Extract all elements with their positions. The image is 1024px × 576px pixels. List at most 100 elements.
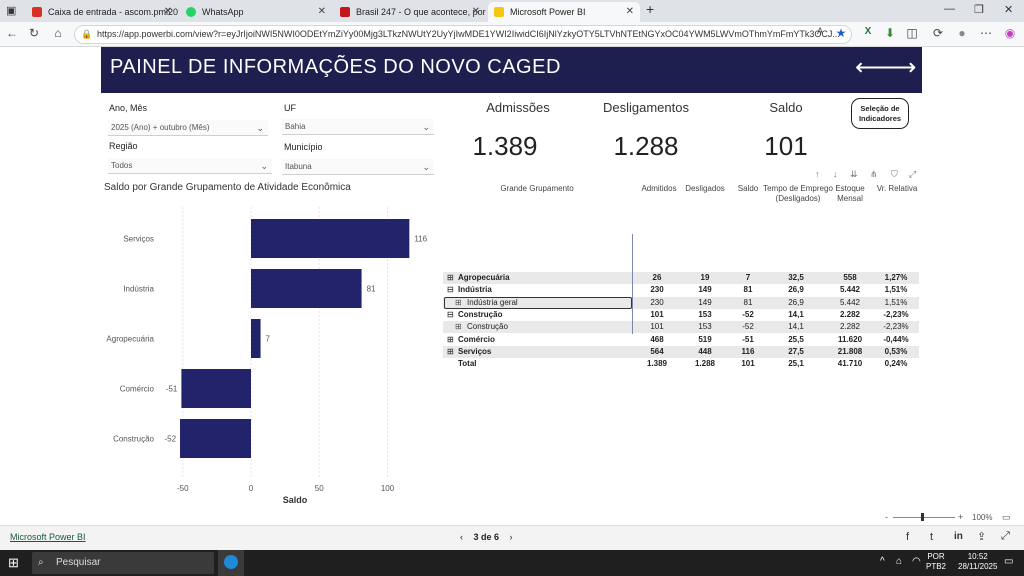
- column-header[interactable]: Grande Grupamento: [500, 184, 574, 193]
- data-label: 81: [367, 285, 376, 294]
- arrow-left-icon[interactable]: ⟵: [855, 54, 890, 81]
- close-icon[interactable]: ✕: [625, 6, 634, 17]
- category-label: Agropecuária: [106, 335, 154, 344]
- collapse-icon[interactable]: ⊟: [447, 285, 454, 295]
- minimize-icon[interactable]: —: [944, 3, 955, 15]
- tab-gmail[interactable]: Caixa de entrada - ascom.pmi202 ✕: [26, 2, 178, 22]
- read-aloud-icon[interactable]: A: [816, 26, 823, 36]
- table-row[interactable]: ⊟ Construção 101 153 -52 14,1 2.282 -2,23%: [443, 309, 919, 321]
- row-label: Indústria geral: [467, 297, 518, 307]
- data-label: -51: [166, 385, 178, 394]
- extensions-icon[interactable]: ◫: [906, 26, 918, 40]
- excel-extension-icon[interactable]: X: [864, 26, 872, 37]
- table-cell: 230: [650, 285, 664, 295]
- table-row[interactable]: ⊞ Comércio 468 519 -51 25,5 11.620 -0,44%: [443, 334, 919, 346]
- network-icon[interactable]: ⌂: [896, 556, 903, 567]
- zoom-slider[interactable]: [893, 517, 955, 518]
- close-icon[interactable]: ✕: [471, 6, 480, 17]
- new-tab-button[interactable]: +: [646, 1, 655, 17]
- restore-icon[interactable]: ❐: [974, 4, 984, 16]
- sort-up-icon[interactable]: ↑: [815, 169, 820, 179]
- powerbi-link[interactable]: Microsoft Power BI: [10, 532, 86, 542]
- table-row[interactable]: ⊞ Agropecuária 26 19 7 32,5 558 1,27%: [443, 272, 919, 284]
- address-bar-row: ← ↻ ⌂ 🔒 https://app.powerbi.com/view?r=e…: [0, 22, 1024, 47]
- arrow-right-icon[interactable]: ⟶: [882, 54, 917, 81]
- twitter-icon[interactable]: t: [930, 531, 934, 543]
- tab-whatsapp[interactable]: WhatsApp ✕: [180, 2, 332, 22]
- hierarchy-icon[interactable]: ⋔: [870, 169, 878, 179]
- chart-title: Saldo por Grande Grupamento de Atividade…: [104, 182, 351, 193]
- language-indicator[interactable]: POR PTB2: [926, 552, 946, 572]
- kpi-desligamentos-value: 1.288: [613, 131, 679, 161]
- profile-avatar-icon[interactable]: ●: [958, 26, 966, 40]
- filter-ano-mes-dropdown[interactable]: 2025 (Ano) + outubro (Mês) ⌄: [108, 120, 268, 136]
- filter-regiao-dropdown[interactable]: Todos ⌄: [108, 158, 272, 174]
- zoom-level: 100%: [972, 513, 993, 522]
- zoom-out-icon[interactable]: -: [885, 512, 888, 522]
- expand-icon[interactable]: ⊞: [455, 322, 462, 332]
- focus-mode-icon[interactable]: ⤢: [909, 169, 917, 179]
- table-row[interactable]: ⊟ Indústria 230 149 81 26,9 5.442 1,51%: [443, 284, 919, 296]
- zoom-in-icon[interactable]: +: [958, 512, 964, 522]
- table-row[interactable]: ⊞ Construção 101 153 -52 14,1 2.282 -2,23%: [443, 321, 919, 334]
- expand-icon[interactable]: ⊞: [447, 273, 454, 282]
- column-header[interactable]: Admitidos: [641, 184, 677, 193]
- close-icon[interactable]: ✕: [163, 6, 172, 17]
- column-header[interactable]: Vr. Relativa: [876, 184, 918, 193]
- bar[interactable]: [181, 369, 251, 408]
- fullscreen-icon[interactable]: ⤢: [1001, 530, 1010, 542]
- table-row[interactable]: ⊞ Indústria geral 230 149 81 26,9 5.442 1,51%: [443, 296, 919, 309]
- taskbar-search[interactable]: ⌕ Pesquisar: [32, 552, 214, 574]
- tab-powerbi[interactable]: Microsoft Power BI ✕: [488, 2, 640, 22]
- bar[interactable]: [180, 419, 251, 458]
- column-header[interactable]: Tempo de Emprego (Desligados): [763, 184, 833, 203]
- filter-municipio-dropdown[interactable]: Itabuna ⌄: [282, 159, 434, 175]
- copilot-icon[interactable]: ◉: [1004, 26, 1016, 40]
- back-icon[interactable]: ←: [6, 26, 18, 40]
- table-cell: 149: [698, 285, 712, 295]
- filter-icon[interactable]: ⛉: [891, 169, 898, 179]
- expand-icon[interactable]: ⊞: [447, 334, 454, 344]
- bar[interactable]: [251, 269, 362, 308]
- saldo-bar-chart: -50 0 50 100 Serviços 116 Indústria 81 Agropecuá…: [106, 207, 428, 505]
- collections-icon[interactable]: ⟳: [932, 26, 944, 40]
- table-row[interactable]: ⊞ Serviços 564 448 116 27,5 21.808 0,53%: [443, 345, 919, 358]
- favorite-star-icon[interactable]: ★: [835, 26, 847, 40]
- facebook-icon[interactable]: f: [906, 531, 910, 543]
- url-text: https://app.powerbi.com/view?r=eyJrIjoiN…: [97, 29, 840, 39]
- tab-actions-icon[interactable]: ▣: [6, 5, 17, 17]
- column-header[interactable]: Desligados: [685, 184, 725, 193]
- sort-down-icon[interactable]: ↓: [833, 169, 838, 179]
- zoom-slider-handle[interactable]: [921, 513, 924, 521]
- expand-icon[interactable]: ⊞: [455, 297, 462, 307]
- clock[interactable]: 10:52 28/11/2025: [958, 552, 997, 572]
- fit-page-icon[interactable]: ▭: [1002, 512, 1011, 522]
- bar[interactable]: [251, 219, 410, 258]
- windows-start-icon[interactable]: ⊞: [8, 555, 19, 570]
- notification-icon[interactable]: ▭: [1004, 556, 1014, 567]
- linkedin-icon[interactable]: in: [954, 531, 963, 542]
- prev-page-icon[interactable]: ‹: [460, 532, 463, 542]
- share-icon[interactable]: ⇪: [977, 531, 987, 543]
- url-input[interactable]: 🔒 https://app.powerbi.com/view?r=eyJrIjo…: [74, 25, 852, 44]
- column-header[interactable]: Saldo: [737, 184, 759, 193]
- bar[interactable]: [251, 319, 261, 358]
- selecao-indicadores-button[interactable]: Seleção de Indicadores: [851, 98, 909, 129]
- more-menu-icon[interactable]: ⋯: [980, 26, 992, 40]
- tab-label: Caixa de entrada - ascom.pmi202: [48, 7, 178, 17]
- collapse-icon[interactable]: ⊟: [447, 309, 454, 319]
- close-icon[interactable]: ✕: [317, 6, 326, 17]
- wifi-icon[interactable]: ◠: [912, 556, 921, 567]
- tray-chevron-icon[interactable]: ^: [880, 556, 885, 567]
- download-extension-icon[interactable]: ⬇: [884, 26, 896, 40]
- close-window-icon[interactable]: ✕: [1004, 4, 1014, 16]
- filter-uf-dropdown[interactable]: Bahia ⌄: [282, 119, 434, 135]
- column-header[interactable]: Estoque Mensal: [835, 184, 865, 203]
- table-row[interactable]: Total 1.389 1.288 101 25,1 41.710 0,24%: [443, 358, 919, 370]
- expand-all-icon[interactable]: ⇊: [850, 169, 858, 179]
- expand-icon[interactable]: ⊞: [447, 346, 454, 356]
- home-icon[interactable]: ⌂: [54, 26, 62, 40]
- next-page-icon[interactable]: ›: [509, 532, 513, 542]
- reload-icon[interactable]: ↻: [28, 26, 40, 40]
- tab-brasil247[interactable]: Brasil 247 - O que acontece, por q ✕: [334, 2, 486, 22]
